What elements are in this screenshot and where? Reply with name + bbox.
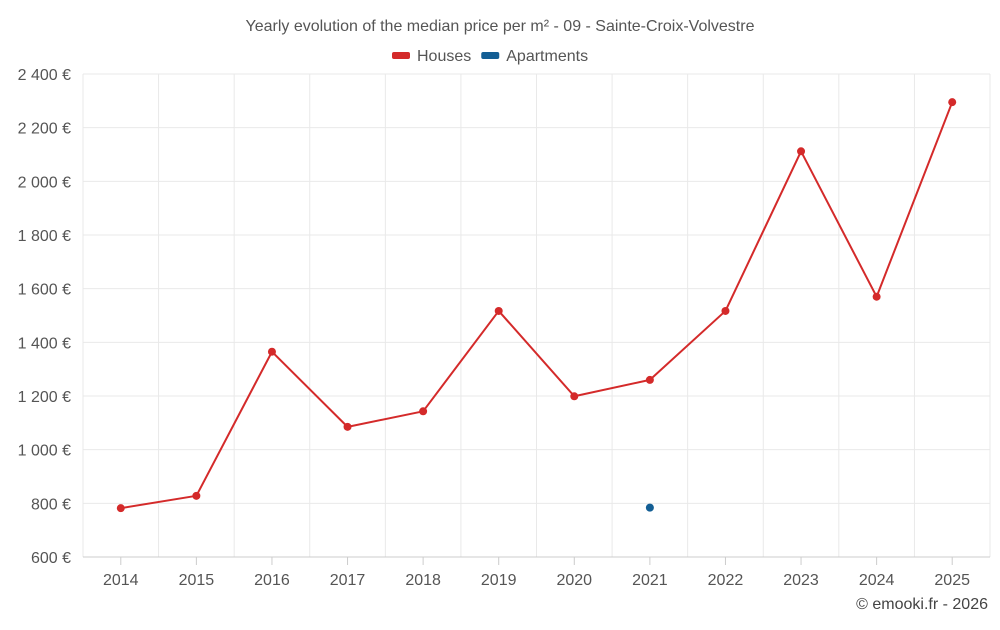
data-point-houses[interactable] bbox=[343, 422, 352, 431]
series-line-houses bbox=[120, 101, 954, 510]
data-point-houses[interactable] bbox=[872, 292, 881, 301]
x-tick-label: 2015 bbox=[179, 572, 215, 589]
series-apartments bbox=[645, 503, 654, 512]
x-axis-ticks: 2014 2015 2016 2017 2018 2019 2020 2021 2022 2023… bbox=[103, 572, 970, 589]
y-tick-label: 600 € bbox=[31, 550, 71, 567]
x-tick-label: 2025 bbox=[934, 572, 970, 589]
data-point-houses[interactable] bbox=[192, 491, 201, 500]
x-tick-label: 2023 bbox=[783, 572, 819, 589]
y-tick-label: 1 600 € bbox=[18, 282, 71, 299]
x-tick-label: 2017 bbox=[330, 572, 366, 589]
y-tick-label: 2 000 € bbox=[18, 174, 71, 191]
x-tick-label: 2020 bbox=[556, 572, 592, 589]
x-tick-label: 2022 bbox=[708, 572, 744, 589]
data-point-houses[interactable] bbox=[797, 147, 806, 156]
legend: Houses Apartments bbox=[392, 48, 588, 65]
chart-title: Yearly evolution of the median price per… bbox=[246, 18, 755, 35]
credit-text: © emooki.fr - 2026 bbox=[856, 596, 988, 613]
data-point-houses[interactable] bbox=[494, 306, 503, 315]
data-point-houses[interactable] bbox=[267, 347, 276, 356]
y-tick-label: 1 400 € bbox=[18, 335, 71, 352]
y-tick-label: 2 200 € bbox=[18, 121, 71, 138]
y-tick-label: 1 000 € bbox=[18, 443, 71, 460]
x-tick-label: 2024 bbox=[859, 572, 895, 589]
data-point-houses[interactable] bbox=[116, 504, 125, 513]
data-point-houses[interactable] bbox=[645, 375, 654, 384]
data-point-houses[interactable] bbox=[721, 306, 730, 315]
legend-item-houses[interactable]: Houses bbox=[392, 48, 471, 65]
x-tick-label: 2016 bbox=[254, 572, 290, 589]
data-point-apartments[interactable] bbox=[645, 503, 654, 512]
x-tick-label: 2021 bbox=[632, 572, 668, 589]
legend-swatch bbox=[481, 52, 500, 59]
grid bbox=[82, 73, 991, 557]
series-houses bbox=[116, 98, 957, 513]
legend-label: Apartments bbox=[506, 48, 588, 65]
y-tick-label: 1 800 € bbox=[18, 228, 71, 245]
legend-label: Houses bbox=[417, 48, 471, 65]
data-point-houses[interactable] bbox=[948, 98, 957, 107]
x-tick-label: 2014 bbox=[103, 572, 139, 589]
series bbox=[116, 98, 957, 513]
x-tick-label: 2018 bbox=[405, 572, 441, 589]
data-point-houses[interactable] bbox=[570, 392, 579, 401]
y-tick-label: 1 200 € bbox=[18, 389, 71, 406]
legend-swatch bbox=[392, 52, 410, 59]
data-point-houses[interactable] bbox=[419, 407, 428, 416]
y-tick-label: 800 € bbox=[31, 496, 71, 513]
y-axis-ticks: 600 € 800 € 1 000 € 1 200 € 1 400 € 1 600 € 1 … bbox=[18, 67, 71, 567]
axes bbox=[83, 556, 990, 565]
y-tick-label: 2 400 € bbox=[18, 67, 71, 84]
x-tick-label: 2019 bbox=[481, 572, 517, 589]
legend-item-apartments[interactable]: Apartments bbox=[481, 48, 588, 65]
